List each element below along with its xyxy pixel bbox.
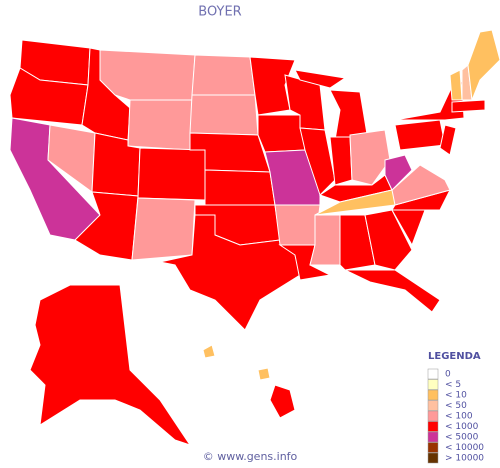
legend-swatch	[427, 452, 439, 464]
region	[451, 99, 486, 113]
legend-swatch	[427, 389, 439, 401]
region	[364, 209, 413, 271]
legend-swatch	[427, 442, 439, 453]
region	[349, 129, 391, 186]
region	[189, 94, 259, 136]
map-title: BOYER	[198, 5, 241, 20]
region	[274, 204, 321, 246]
legend-label: < 10	[445, 391, 467, 401]
legend-label: < 50	[445, 401, 467, 411]
region	[202, 344, 216, 359]
footer: © www.gens.info	[203, 450, 298, 463]
legend-swatch	[427, 368, 439, 380]
region	[127, 99, 193, 151]
region	[294, 69, 347, 89]
region	[384, 154, 413, 191]
region	[131, 197, 196, 261]
legend-label: < 5000	[445, 433, 479, 443]
region	[329, 89, 369, 141]
region	[137, 147, 206, 201]
region	[467, 29, 500, 101]
region	[394, 119, 446, 151]
legend-label: > 10000	[445, 454, 484, 464]
region	[439, 124, 457, 156]
region	[99, 49, 196, 101]
legend-label: < 1000	[445, 422, 479, 432]
legend-label: 0	[445, 370, 451, 380]
region	[257, 114, 306, 153]
region	[309, 214, 341, 266]
legend-label: < 10000	[445, 443, 484, 453]
region	[269, 384, 296, 419]
region	[339, 214, 376, 271]
legend-label: < 100	[445, 412, 473, 422]
legend-title: LEGENDA	[428, 351, 481, 362]
legend-swatch	[427, 421, 439, 432]
legend-label: < 5	[445, 380, 461, 390]
region	[344, 269, 441, 313]
region	[204, 169, 276, 206]
region-group	[9, 29, 500, 446]
region	[391, 164, 451, 206]
region	[449, 69, 463, 101]
region	[257, 367, 271, 381]
region	[159, 214, 301, 331]
legend-swatch	[427, 379, 439, 390]
legend-swatch	[427, 400, 439, 411]
legend-swatch	[427, 410, 439, 422]
region	[299, 127, 336, 196]
legend-swatch	[427, 431, 439, 443]
legend: 0< 5< 10< 50< 100< 1000< 5000< 10000> 10…	[427, 368, 484, 464]
region	[191, 54, 256, 96]
region	[29, 284, 192, 446]
